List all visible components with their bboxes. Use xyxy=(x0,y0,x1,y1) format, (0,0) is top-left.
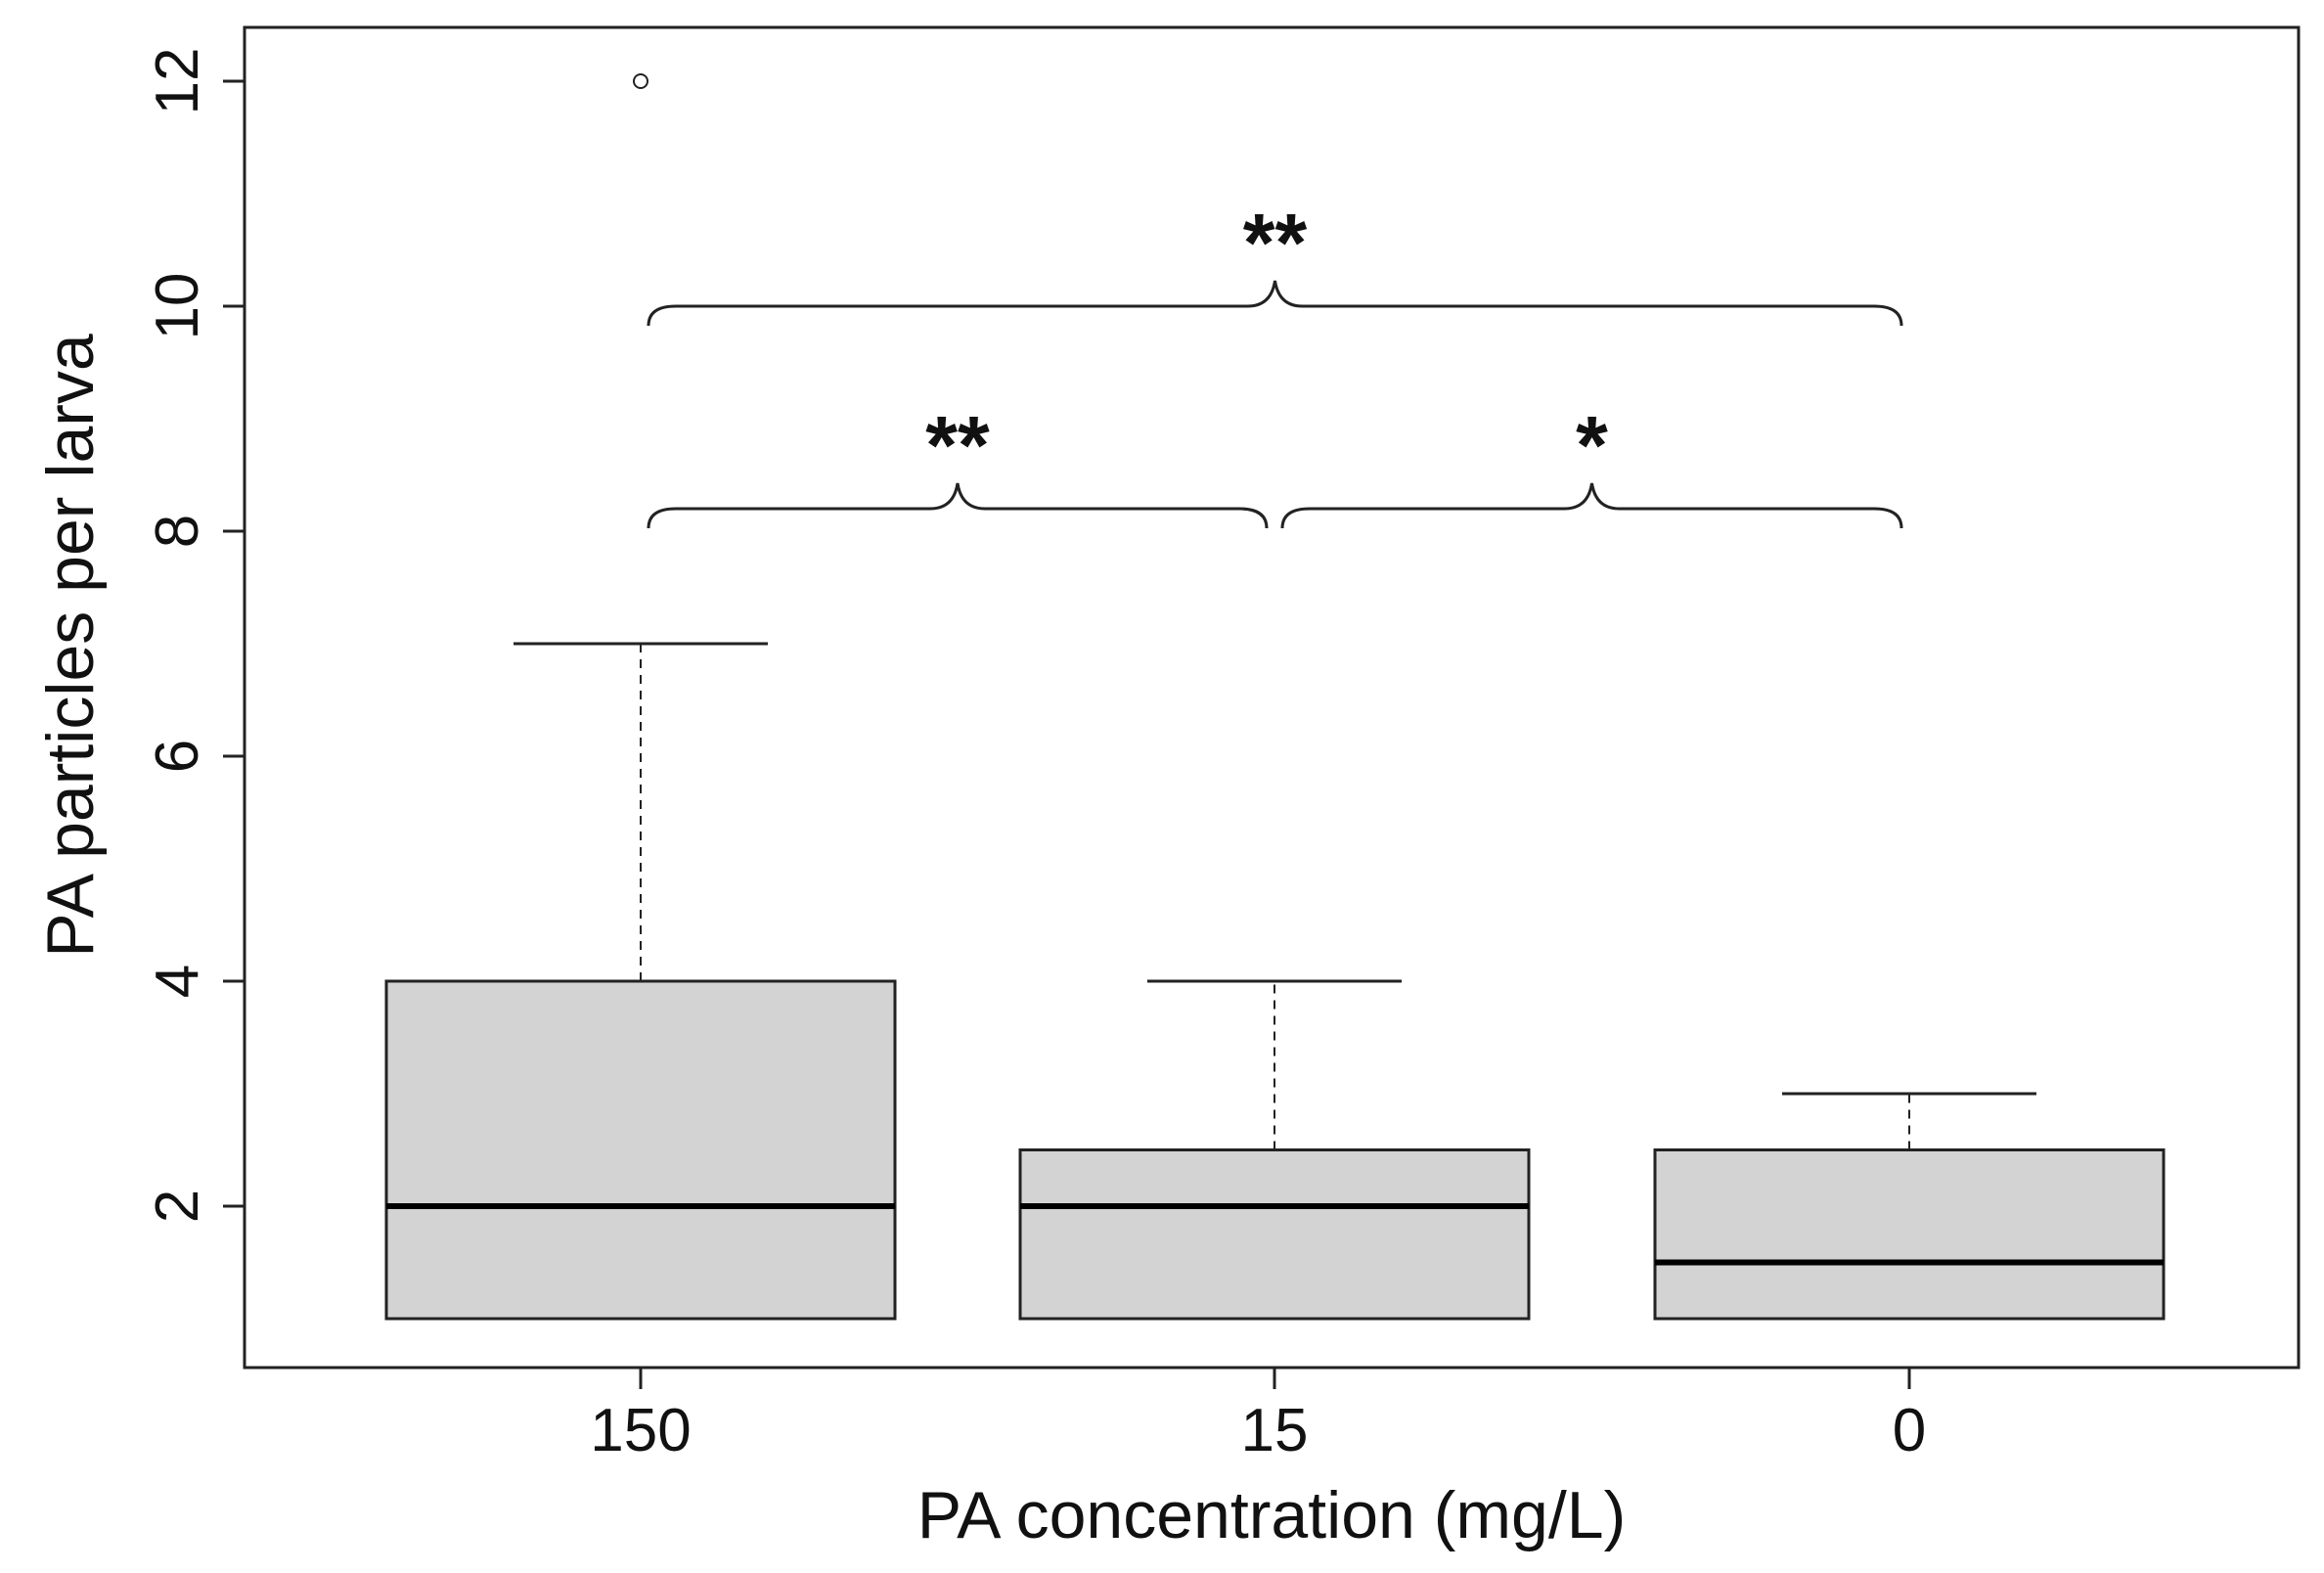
outlier-point xyxy=(633,73,648,89)
box-group xyxy=(384,73,897,1321)
significance-bracket: * xyxy=(1280,399,1903,529)
x-tick-label: 150 xyxy=(590,1397,691,1464)
significance-brace xyxy=(1280,482,1903,529)
y-axis-title: PA particles per larva xyxy=(33,334,108,958)
y-tick-label: 4 xyxy=(144,965,211,998)
box-group xyxy=(1018,979,1531,1321)
y-tick-label: 2 xyxy=(144,1190,211,1223)
significance-layer: **** * xyxy=(647,197,1903,529)
y-tick-label: 10 xyxy=(144,273,211,340)
y-tick-label: 6 xyxy=(144,740,211,773)
significance-bracket: ** xyxy=(647,197,1903,327)
significance-brace xyxy=(647,482,1269,529)
y-tick-label: 8 xyxy=(144,515,211,548)
x-tick-label: 0 xyxy=(1893,1397,1926,1464)
box-iqr xyxy=(384,979,897,1321)
box-group xyxy=(1653,1092,2166,1321)
box-iqr xyxy=(1018,1148,1531,1321)
boxes-layer xyxy=(384,73,2166,1321)
significance-brace xyxy=(647,280,1903,327)
y-axis: 2 4 6 8 10 12 xyxy=(144,48,246,1223)
y-tick-label: 12 xyxy=(144,48,211,115)
box-iqr xyxy=(1653,1148,2166,1321)
x-tick-label: 15 xyxy=(1241,1397,1309,1464)
significance-label: ** xyxy=(925,399,990,491)
x-axis: 150 15 0 xyxy=(590,1366,1926,1464)
significance-bracket: ** xyxy=(647,399,1269,529)
significance-label: ** xyxy=(1243,197,1308,289)
significance-label: * xyxy=(1576,399,1608,491)
x-axis-title: PA concentration (mg/L) xyxy=(917,1478,1626,1552)
